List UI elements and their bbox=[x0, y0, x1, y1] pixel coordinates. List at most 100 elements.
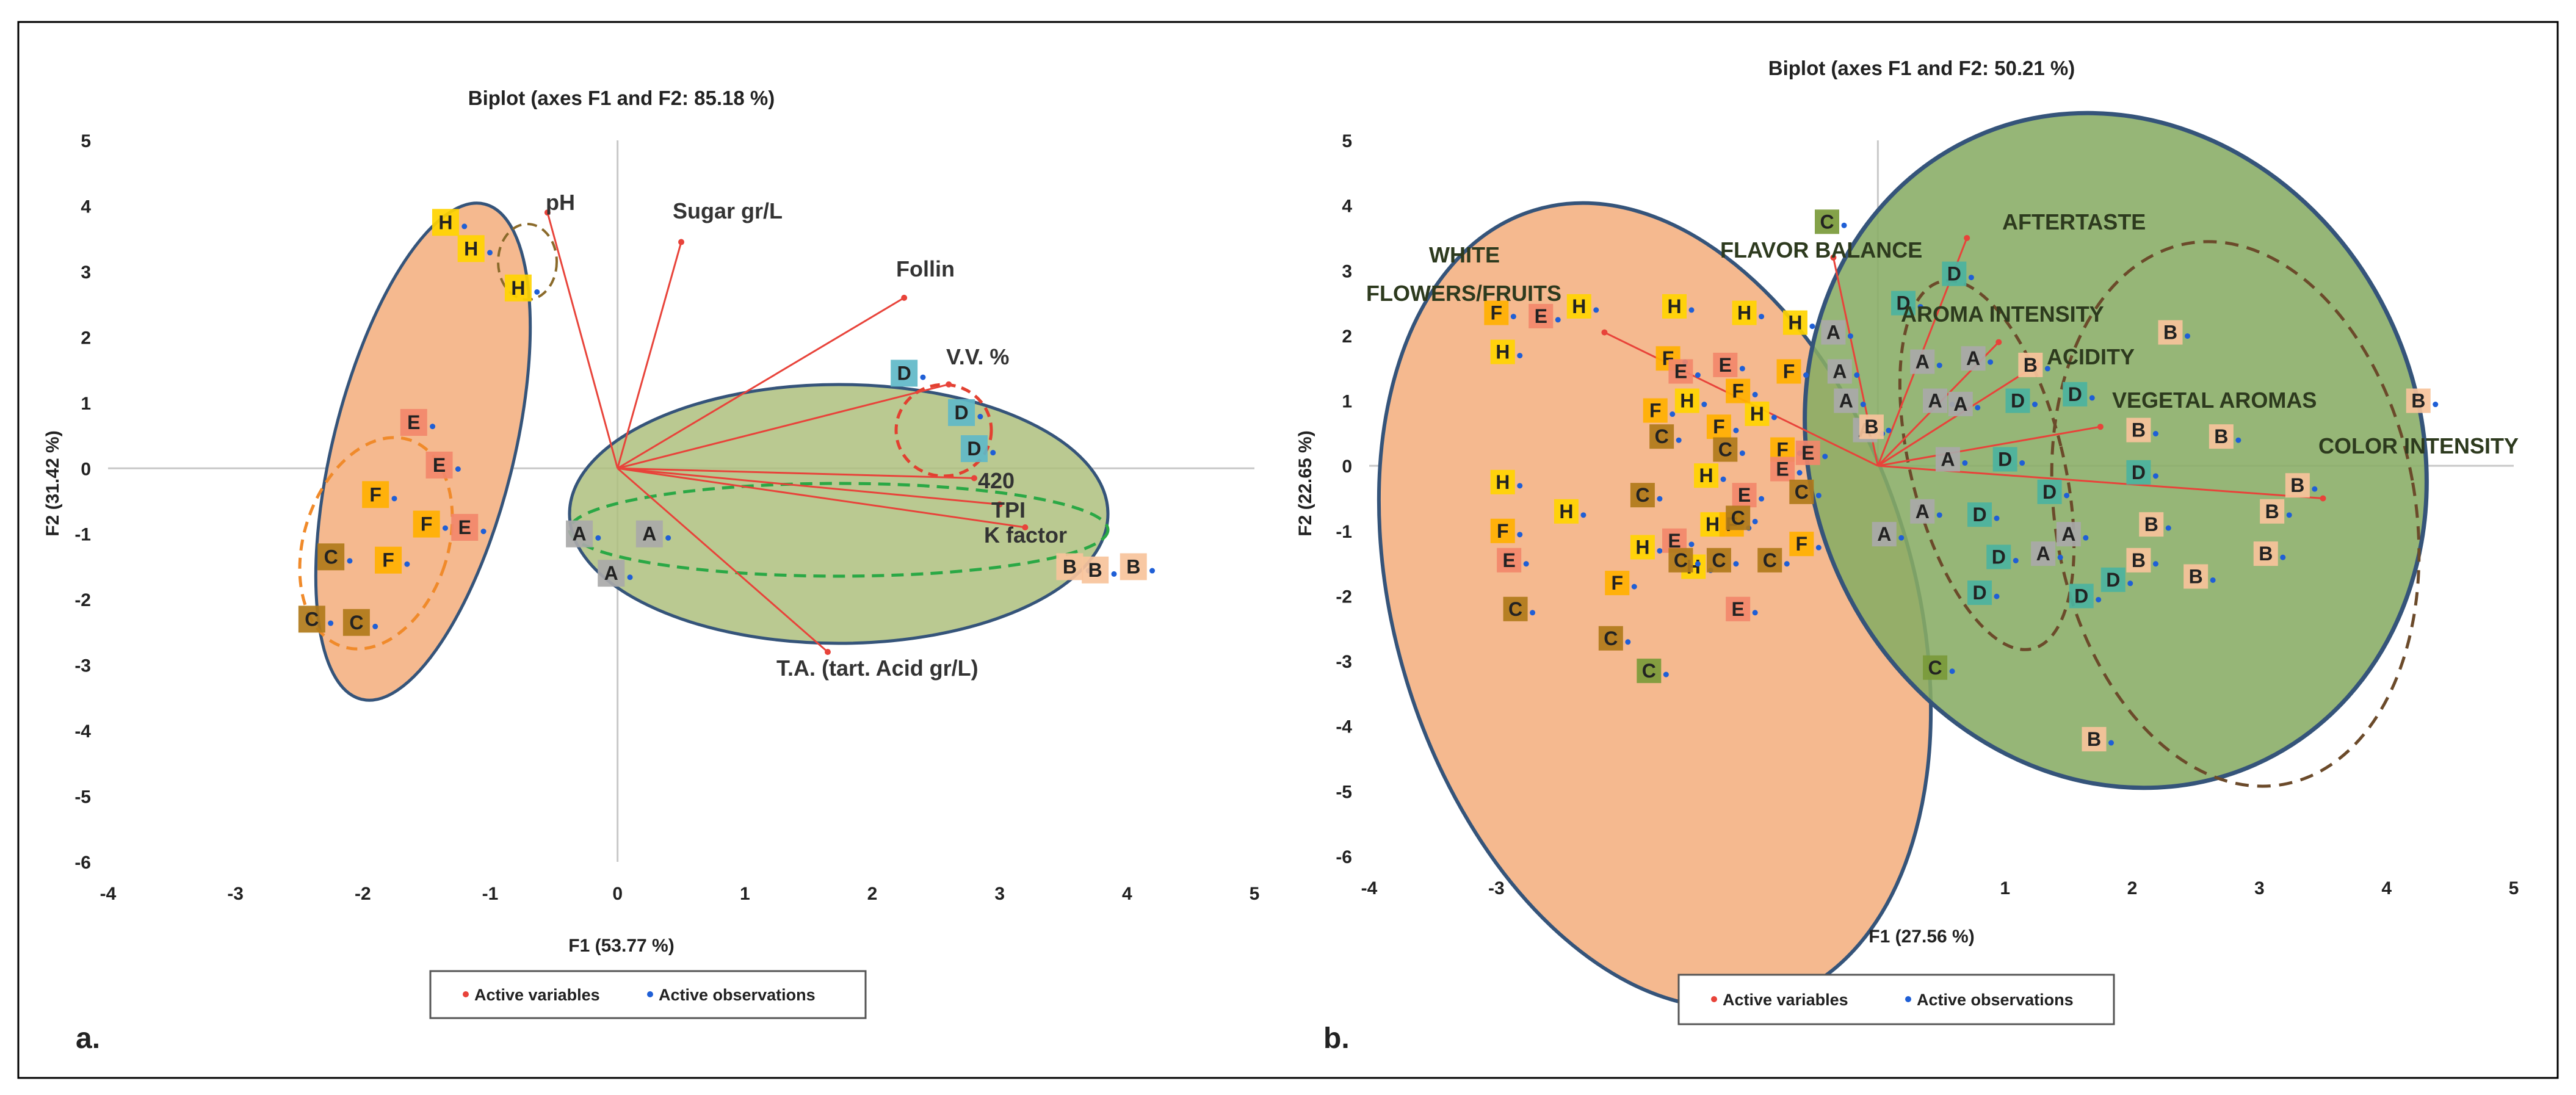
observation-marker bbox=[1056, 553, 1084, 580]
observation-label: C bbox=[349, 612, 363, 634]
observation-marker bbox=[1668, 548, 1693, 573]
observation-dot bbox=[1676, 437, 1682, 443]
variable-point bbox=[1022, 524, 1029, 530]
observation-dot bbox=[2280, 554, 2286, 560]
observation-dot bbox=[1530, 610, 1536, 616]
observation-label: E bbox=[1535, 305, 1547, 327]
variable-vector bbox=[617, 467, 1000, 505]
observation-dot bbox=[2185, 333, 2190, 339]
observation-label: D bbox=[1972, 504, 1986, 526]
panel-a-legend-observations: Active observations bbox=[659, 986, 816, 1004]
observation-marker bbox=[2183, 564, 2209, 589]
observation-label: C bbox=[1642, 660, 1656, 682]
observation-label: A bbox=[1826, 322, 1840, 344]
observation-marker bbox=[891, 360, 918, 387]
panel-b-observations: HHHHHHHHHHHHHFFFFFFFFFFFEEEEEEEEECCCCCCC… bbox=[1484, 209, 2439, 752]
variable-vector bbox=[617, 467, 1026, 529]
variable-point bbox=[1964, 234, 1970, 241]
observation-label: B bbox=[2214, 425, 2228, 447]
panel-b-xtick: 2 bbox=[2127, 878, 2138, 898]
observation-marker bbox=[1674, 388, 1699, 413]
observation-label: F bbox=[1776, 439, 1789, 461]
observation-dot bbox=[1771, 414, 1777, 421]
observation-marker bbox=[1992, 447, 2017, 472]
observation-label: C bbox=[1731, 507, 1745, 529]
observation-marker bbox=[2285, 473, 2310, 498]
observation-marker bbox=[1630, 535, 1655, 560]
observation-marker bbox=[598, 560, 625, 587]
observation-marker bbox=[566, 520, 593, 548]
panel-b-annotation: b. bbox=[1323, 1022, 1350, 1055]
panel-b-xtick: 5 bbox=[2509, 878, 2519, 898]
variable-vector bbox=[546, 212, 619, 469]
observation-marker bbox=[375, 546, 402, 574]
observation-label: D bbox=[2011, 390, 2025, 412]
observation-marker bbox=[1770, 457, 1795, 482]
observation-marker bbox=[1732, 483, 1757, 508]
observation-dot bbox=[1733, 427, 1739, 433]
observation-dot bbox=[1111, 571, 1117, 577]
var-label-vv: V.V. % bbox=[946, 344, 1009, 369]
observation-label: H bbox=[1572, 295, 1586, 317]
observation-dot bbox=[2044, 366, 2050, 372]
observation-label: B bbox=[2259, 543, 2273, 565]
observation-dot bbox=[1510, 314, 1516, 320]
panel-a-ytick: 4 bbox=[81, 197, 91, 217]
observation-dot bbox=[1860, 402, 1866, 408]
observation-label: D bbox=[2068, 383, 2082, 405]
observation-marker bbox=[2100, 567, 2126, 592]
observation-marker bbox=[298, 605, 325, 633]
panel-a-ytick: -6 bbox=[74, 853, 91, 873]
panel-a-xtick: 1 bbox=[740, 884, 750, 904]
observation-label: H bbox=[1750, 403, 1764, 425]
observation-dot bbox=[1917, 304, 1923, 310]
observation-dot bbox=[430, 424, 436, 430]
observation-label: B bbox=[2163, 322, 2177, 344]
observation-dot bbox=[480, 529, 487, 535]
panel-a-EFC-subgroup-ellipse bbox=[298, 436, 454, 651]
observation-label: D bbox=[1896, 292, 1910, 314]
panel-a-ytick: -1 bbox=[74, 525, 91, 545]
observation-dot bbox=[1631, 584, 1637, 590]
observation-dot bbox=[2032, 402, 2038, 408]
observation-dot bbox=[1854, 372, 1860, 378]
panel-b-ytick: -1 bbox=[1336, 522, 1352, 542]
panel-a-xtick: 5 bbox=[1250, 884, 1260, 904]
panel-a-legend-variables: Active variables bbox=[474, 986, 600, 1004]
variable-vector bbox=[617, 467, 974, 479]
observation-marker bbox=[1503, 596, 1528, 621]
observation-dot bbox=[1517, 483, 1523, 489]
observation-label: H bbox=[438, 211, 452, 233]
observation-label: D bbox=[2106, 569, 2120, 591]
observation-dot bbox=[1949, 668, 1955, 674]
observation-label: C bbox=[1795, 481, 1809, 503]
panel-a-legend: Active variables Active observations bbox=[429, 970, 867, 1019]
observation-dot bbox=[1815, 493, 1822, 499]
observation-label: B bbox=[2411, 390, 2425, 412]
observation-label: E bbox=[433, 454, 446, 476]
observation-marker bbox=[948, 399, 975, 426]
observation-marker bbox=[2253, 541, 2278, 566]
observation-marker bbox=[1986, 544, 2011, 569]
panel-b-ytick: 3 bbox=[1342, 261, 1352, 281]
observation-marker bbox=[1605, 571, 1630, 596]
observation-marker bbox=[1910, 349, 1935, 374]
observation-marker bbox=[2031, 541, 2056, 566]
observation-dot bbox=[1847, 333, 1853, 339]
observation-marker bbox=[1713, 352, 1738, 377]
panel-a-variable-labels: pH Sugar gr/L Follin V.V. % 420 TPI K fa… bbox=[546, 190, 1067, 681]
observation-label: E bbox=[1738, 484, 1751, 506]
observation-marker bbox=[1490, 469, 1515, 494]
panel-b-B-subgroup-ellipse bbox=[2050, 240, 2421, 788]
observation-dot bbox=[1625, 639, 1631, 645]
variable-point bbox=[1995, 339, 2002, 345]
observation-dot bbox=[2235, 437, 2241, 443]
observation-label: F bbox=[1796, 533, 1808, 555]
panel-b-title: Biplot (axes F1 and F2: 50.21 %) bbox=[1768, 57, 2075, 79]
variable-point bbox=[2097, 424, 2104, 430]
observation-label: B bbox=[2189, 565, 2203, 587]
observation-dot bbox=[1523, 561, 1529, 567]
panel-b-ytick: 1 bbox=[1342, 392, 1352, 412]
observation-dot bbox=[1759, 496, 1765, 502]
panel-a-ytick: 0 bbox=[81, 459, 91, 479]
